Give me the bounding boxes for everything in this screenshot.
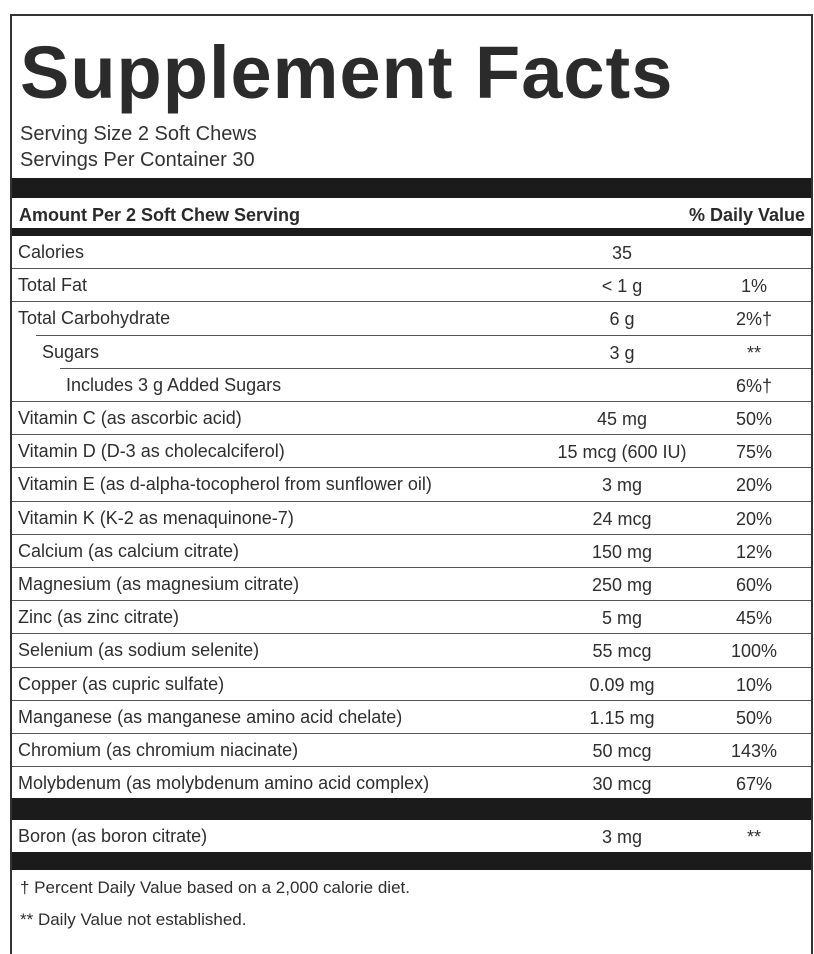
- row-divider: [12, 301, 811, 303]
- table-row: Calories 35: [12, 236, 811, 269]
- nutrient-daily-value: 50%: [735, 707, 773, 728]
- footnote-daily-value: † Percent Daily Value based on a 2,000 c…: [20, 878, 410, 897]
- nutrient-name: Includes 3 g Added Sugars: [66, 374, 282, 395]
- servings-per-container: Servings Per Container 30: [20, 149, 255, 171]
- nutrient-amount: 45 mg: [596, 409, 648, 429]
- table-row: Copper (as cupric sulfate) 0.09 mg 10%: [12, 668, 811, 701]
- nutrient-name: Selenium (as sodium selenite): [18, 640, 260, 661]
- table-row: Manganese (as manganese amino acid chela…: [12, 701, 811, 734]
- nutrient-name: Calories: [18, 242, 85, 262]
- header-daily-value: % Daily Value: [688, 205, 805, 225]
- nutrient-amount: 30 mcg: [592, 774, 652, 795]
- nutrient-amount: 3 mg: [601, 827, 643, 847]
- nutrient-daily-value: 20%: [735, 475, 773, 496]
- nutrient-daily-value: 75%: [735, 442, 773, 463]
- row-divider: [12, 401, 811, 402]
- nutrient-daily-value: 100%: [730, 641, 778, 662]
- table-row: Zinc (as zinc citrate) 5 mg 45%: [12, 601, 811, 634]
- table-row-boron: Boron (as boron citrate) 3 mg **: [12, 820, 811, 853]
- row-divider: [12, 699, 811, 701]
- nutrient-daily-value: 20%: [735, 508, 773, 529]
- thick-divider-bottom: [12, 852, 811, 870]
- nutrient-name: Manganese (as manganese amino acid chela…: [18, 706, 403, 727]
- nutrient-daily-value: **: [746, 342, 761, 363]
- table-row: Molybdenum (as molybdenum amino acid com…: [12, 767, 811, 800]
- nutrient-daily-value: 60%: [735, 575, 773, 595]
- nutrient-amount: 1.15 mg: [589, 707, 655, 728]
- nutrient-name: Boron (as boron citrate): [18, 826, 208, 846]
- nutrient-amount: < 1 g: [601, 276, 643, 297]
- table-row: Includes 3 g Added Sugars 6%†: [12, 369, 811, 402]
- nutrient-amount: 35: [611, 243, 633, 263]
- nutrient-amount: 3 mg: [601, 475, 643, 496]
- row-divider: [12, 467, 811, 469]
- row-divider: [12, 633, 811, 635]
- nutrient-daily-value: 50%: [735, 409, 773, 429]
- row-divider: [12, 268, 811, 270]
- footnote-not-established: ** Daily Value not established.: [20, 910, 247, 929]
- row-divider: [12, 533, 811, 535]
- panel-title: Supplement Facts: [20, 31, 674, 114]
- nutrient-daily-value: 6%†: [735, 375, 773, 396]
- row-divider: [36, 334, 811, 336]
- table-row: Vitamin E (as d-alpha-tocopherol from su…: [12, 468, 811, 501]
- nutrient-amount: 6 g: [609, 309, 635, 330]
- table-row: Calcium (as calcium citrate) 150 mg 12%: [12, 535, 811, 568]
- nutrient-name: Vitamin C (as ascorbic acid): [18, 408, 242, 428]
- row-divider: [12, 766, 811, 768]
- row-divider: [12, 567, 811, 568]
- nutrient-daily-value: 1%: [740, 276, 767, 297]
- nutrient-name: Zinc (as zinc citrate): [18, 607, 180, 628]
- nutrient-name: Total Carbohydrate: [18, 308, 171, 329]
- nutrient-name: Magnesium (as magnesium citrate): [18, 574, 300, 594]
- table-row: Vitamin D (D-3 as cholecalciferol) 15 mcg…: [12, 435, 811, 468]
- nutrient-name: Vitamin K (K-2 as menaquinone-7): [18, 507, 294, 528]
- nutrient-name: Chromium (as chromium niacinate): [18, 740, 299, 760]
- nutrient-name: Vitamin D (D-3 as cholecalciferol): [18, 441, 285, 462]
- table-row: Chromium (as chromium niacinate) 50 mcg 14…: [12, 734, 811, 767]
- nutrient-daily-value: 67%: [735, 774, 773, 795]
- nutrient-amount: 5 mg: [601, 608, 643, 629]
- table-header: Amount Per 2 Soft Chew Serving % Daily V…: [12, 203, 811, 225]
- thick-divider-top: [12, 178, 811, 198]
- table-row: Magnesium (as magnesium citrate) 250 mg 60…: [12, 568, 811, 601]
- nutrient-amount: 55 mcg: [592, 641, 652, 662]
- nutrient-amount: 150 mg: [591, 541, 653, 562]
- nutrient-name: Molybdenum (as molybdenum amino acid com…: [18, 773, 430, 794]
- table-row: Selenium (as sodium selenite) 55 mcg 100%: [12, 634, 811, 667]
- nutrient-name: Copper (as cupric sulfate): [18, 673, 225, 694]
- thick-divider-mid: [12, 798, 811, 820]
- table-row: Total Fat < 1 g 1%: [12, 269, 811, 302]
- nutrient-amount: 15 mcg (600 IU): [557, 442, 687, 463]
- row-divider: [12, 434, 811, 436]
- nutrient-daily-value: 143%: [730, 741, 778, 761]
- row-divider: [12, 733, 811, 734]
- nutrient-amount: 24 mcg: [592, 508, 652, 529]
- nutrient-name: Total Fat: [18, 275, 88, 296]
- nutrient-daily-value: 10%: [735, 674, 773, 695]
- nutrient-amount: 3 g: [609, 342, 635, 363]
- nutrient-name: Sugars: [42, 341, 100, 362]
- table-row: Vitamin C (as ascorbic acid) 45 mg 50%: [12, 402, 811, 435]
- nutrient-amount: 0.09 mg: [589, 674, 655, 695]
- nutrient-daily-value: **: [746, 827, 761, 847]
- row-divider: [60, 367, 811, 369]
- medium-divider: [12, 228, 811, 236]
- header-amount-per-serving: Amount Per 2 Soft Chew Serving: [19, 205, 301, 225]
- supplement-facts-panel: Supplement Facts Serving Size 2 Soft Che…: [10, 14, 813, 954]
- serving-size: Serving Size 2 Soft Chews: [20, 123, 257, 145]
- row-divider: [12, 500, 811, 502]
- nutrient-amount: 50 mcg: [592, 741, 652, 761]
- table-row: Vitamin K (K-2 as menaquinone-7) 24 mcg 20…: [12, 502, 811, 535]
- nutrient-amount: 250 mg: [591, 575, 653, 595]
- nutrient-daily-value: 12%: [735, 541, 773, 562]
- row-divider: [12, 666, 811, 668]
- table-row: Total Carbohydrate 6 g 2%†: [12, 302, 811, 335]
- table-row: Sugars 3 g **: [12, 336, 811, 369]
- nutrient-name: Calcium (as calcium citrate): [18, 540, 240, 561]
- row-divider: [12, 600, 811, 602]
- nutrient-daily-value: 45%: [735, 608, 773, 629]
- nutrient-name: Vitamin E (as d-alpha-tocopherol from su…: [18, 474, 432, 495]
- nutrient-daily-value: 2%†: [735, 309, 773, 330]
